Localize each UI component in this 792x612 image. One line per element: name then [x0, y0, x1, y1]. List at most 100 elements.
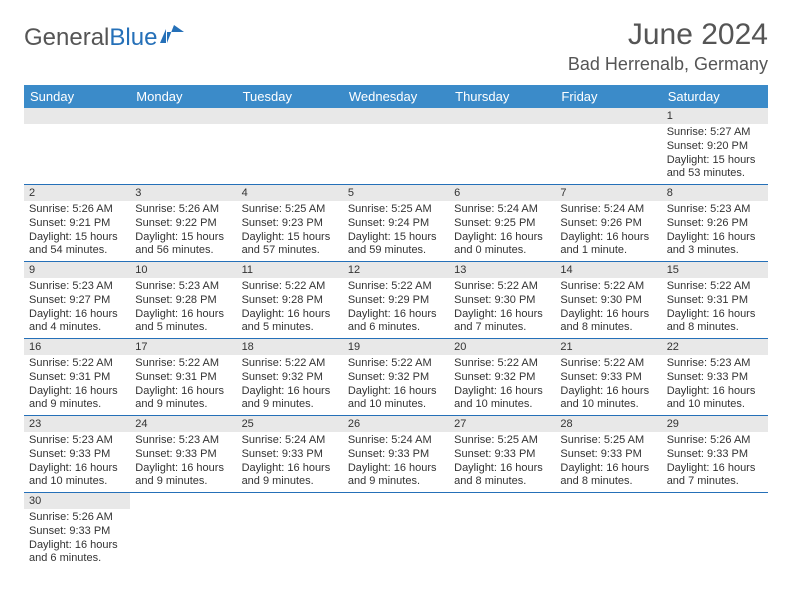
- calendar-day-cell: [130, 108, 236, 185]
- weekday-header-row: Sunday Monday Tuesday Wednesday Thursday…: [24, 85, 768, 108]
- sunset-text: Sunset: 9:33 PM: [454, 448, 550, 462]
- calendar-day-cell: 15Sunrise: 5:22 AMSunset: 9:31 PMDayligh…: [662, 262, 768, 339]
- calendar-week-row: 2Sunrise: 5:26 AMSunset: 9:21 PMDaylight…: [24, 185, 768, 262]
- calendar-week-row: 23Sunrise: 5:23 AMSunset: 9:33 PMDayligh…: [24, 416, 768, 493]
- day-number: 22: [662, 339, 768, 355]
- sunset-text: Sunset: 9:26 PM: [667, 217, 763, 231]
- day-details: Sunrise: 5:23 AMSunset: 9:33 PMDaylight:…: [662, 355, 768, 415]
- day-number: 30: [24, 493, 130, 509]
- calendar-week-row: 30Sunrise: 5:26 AMSunset: 9:33 PMDayligh…: [24, 493, 768, 570]
- sunrise-text: Sunrise: 5:22 AM: [667, 280, 763, 294]
- empty-day-bar: [555, 108, 661, 124]
- daylight-text: Daylight: 16 hours and 3 minutes.: [667, 231, 763, 259]
- daylight-text: Daylight: 16 hours and 7 minutes.: [667, 462, 763, 490]
- day-number: 25: [237, 416, 343, 432]
- calendar-day-cell: [237, 493, 343, 570]
- empty-day-bar: [130, 108, 236, 124]
- calendar-day-cell: 4Sunrise: 5:25 AMSunset: 9:23 PMDaylight…: [237, 185, 343, 262]
- calendar-day-cell: 24Sunrise: 5:23 AMSunset: 9:33 PMDayligh…: [130, 416, 236, 493]
- day-number: 11: [237, 262, 343, 278]
- day-details: Sunrise: 5:22 AMSunset: 9:30 PMDaylight:…: [555, 278, 661, 338]
- sunset-text: Sunset: 9:28 PM: [242, 294, 338, 308]
- day-number: 23: [24, 416, 130, 432]
- sunset-text: Sunset: 9:32 PM: [454, 371, 550, 385]
- daylight-text: Daylight: 16 hours and 10 minutes.: [560, 385, 656, 413]
- calendar-day-cell: 19Sunrise: 5:22 AMSunset: 9:32 PMDayligh…: [343, 339, 449, 416]
- calendar-day-cell: [343, 493, 449, 570]
- day-number: 14: [555, 262, 661, 278]
- daylight-text: Daylight: 16 hours and 9 minutes.: [135, 462, 231, 490]
- sunrise-text: Sunrise: 5:23 AM: [29, 280, 125, 294]
- day-number: 21: [555, 339, 661, 355]
- day-details: Sunrise: 5:27 AMSunset: 9:20 PMDaylight:…: [662, 124, 768, 184]
- daylight-text: Daylight: 15 hours and 57 minutes.: [242, 231, 338, 259]
- sunset-text: Sunset: 9:21 PM: [29, 217, 125, 231]
- calendar-day-cell: 8Sunrise: 5:23 AMSunset: 9:26 PMDaylight…: [662, 185, 768, 262]
- day-number: 2: [24, 185, 130, 201]
- daylight-text: Daylight: 16 hours and 10 minutes.: [667, 385, 763, 413]
- day-details: Sunrise: 5:26 AMSunset: 9:33 PMDaylight:…: [662, 432, 768, 492]
- calendar-day-cell: 28Sunrise: 5:25 AMSunset: 9:33 PMDayligh…: [555, 416, 661, 493]
- calendar-day-cell: 7Sunrise: 5:24 AMSunset: 9:26 PMDaylight…: [555, 185, 661, 262]
- calendar-day-cell: [24, 108, 130, 185]
- day-number: 26: [343, 416, 449, 432]
- weekday-header: Saturday: [662, 85, 768, 108]
- calendar-day-cell: [449, 493, 555, 570]
- sunset-text: Sunset: 9:33 PM: [667, 448, 763, 462]
- sunrise-text: Sunrise: 5:23 AM: [135, 280, 231, 294]
- calendar-day-cell: 27Sunrise: 5:25 AMSunset: 9:33 PMDayligh…: [449, 416, 555, 493]
- sunrise-text: Sunrise: 5:24 AM: [348, 434, 444, 448]
- calendar-day-cell: 23Sunrise: 5:23 AMSunset: 9:33 PMDayligh…: [24, 416, 130, 493]
- daylight-text: Daylight: 16 hours and 8 minutes.: [560, 462, 656, 490]
- sunrise-text: Sunrise: 5:22 AM: [454, 357, 550, 371]
- sunset-text: Sunset: 9:25 PM: [454, 217, 550, 231]
- calendar-day-cell: 5Sunrise: 5:25 AMSunset: 9:24 PMDaylight…: [343, 185, 449, 262]
- sunset-text: Sunset: 9:33 PM: [135, 448, 231, 462]
- sunrise-text: Sunrise: 5:24 AM: [560, 203, 656, 217]
- day-number: 10: [130, 262, 236, 278]
- daylight-text: Daylight: 16 hours and 10 minutes.: [348, 385, 444, 413]
- day-number: 5: [343, 185, 449, 201]
- calendar-day-cell: 12Sunrise: 5:22 AMSunset: 9:29 PMDayligh…: [343, 262, 449, 339]
- calendar-day-cell: 25Sunrise: 5:24 AMSunset: 9:33 PMDayligh…: [237, 416, 343, 493]
- sunrise-text: Sunrise: 5:22 AM: [348, 357, 444, 371]
- calendar-day-cell: 20Sunrise: 5:22 AMSunset: 9:32 PMDayligh…: [449, 339, 555, 416]
- empty-day-bar: [449, 108, 555, 124]
- day-number: 8: [662, 185, 768, 201]
- sunset-text: Sunset: 9:33 PM: [242, 448, 338, 462]
- sunset-text: Sunset: 9:24 PM: [348, 217, 444, 231]
- weekday-header: Thursday: [449, 85, 555, 108]
- daylight-text: Daylight: 15 hours and 56 minutes.: [135, 231, 231, 259]
- day-number: 16: [24, 339, 130, 355]
- weekday-header: Friday: [555, 85, 661, 108]
- day-number: 9: [24, 262, 130, 278]
- sunrise-text: Sunrise: 5:22 AM: [242, 357, 338, 371]
- day-details: Sunrise: 5:24 AMSunset: 9:33 PMDaylight:…: [237, 432, 343, 492]
- day-number: 19: [343, 339, 449, 355]
- sunset-text: Sunset: 9:27 PM: [29, 294, 125, 308]
- daylight-text: Daylight: 16 hours and 9 minutes.: [242, 385, 338, 413]
- day-number: 6: [449, 185, 555, 201]
- calendar-day-cell: [449, 108, 555, 185]
- day-number: 3: [130, 185, 236, 201]
- month-title: June 2024: [568, 18, 768, 52]
- daylight-text: Daylight: 16 hours and 10 minutes.: [29, 462, 125, 490]
- calendar-day-cell: 3 Sunrise: 5:26 AMSunset: 9:22 PMDaylight…: [130, 185, 236, 262]
- daylight-text: Daylight: 15 hours and 54 minutes.: [29, 231, 125, 259]
- sunrise-text: Sunrise: 5:22 AM: [348, 280, 444, 294]
- sunrise-text: Sunrise: 5:25 AM: [454, 434, 550, 448]
- sunset-text: Sunset: 9:31 PM: [135, 371, 231, 385]
- sunrise-text: Sunrise: 5:26 AM: [135, 203, 231, 217]
- sunset-text: Sunset: 9:22 PM: [135, 217, 231, 231]
- day-number: 29: [662, 416, 768, 432]
- sunset-text: Sunset: 9:31 PM: [667, 294, 763, 308]
- daylight-text: Daylight: 16 hours and 5 minutes.: [135, 308, 231, 336]
- sunrise-text: Sunrise: 5:26 AM: [29, 203, 125, 217]
- calendar-day-cell: 13Sunrise: 5:22 AMSunset: 9:30 PMDayligh…: [449, 262, 555, 339]
- sunset-text: Sunset: 9:33 PM: [29, 525, 125, 539]
- day-details: Sunrise: 5:24 AMSunset: 9:33 PMDaylight:…: [343, 432, 449, 492]
- calendar-day-cell: 22Sunrise: 5:23 AMSunset: 9:33 PMDayligh…: [662, 339, 768, 416]
- empty-day-bar: [24, 108, 130, 124]
- sunrise-text: Sunrise: 5:26 AM: [667, 434, 763, 448]
- day-details: Sunrise: 5:23 AMSunset: 9:26 PMDaylight:…: [662, 201, 768, 261]
